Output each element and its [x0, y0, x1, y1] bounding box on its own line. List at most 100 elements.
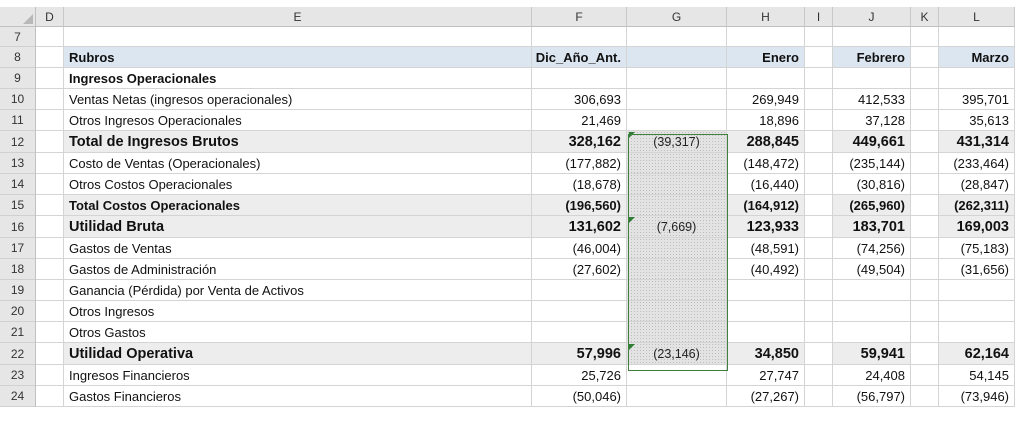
cell-i11[interactable] — [805, 110, 833, 131]
cell-k23[interactable] — [911, 365, 939, 386]
cell-g7[interactable] — [627, 27, 727, 47]
cell-f20[interactable] — [532, 301, 627, 322]
cell-e19[interactable]: Ganancia (Pérdida) por Venta de Activos — [64, 280, 532, 301]
row-header-18[interactable]: 18 — [0, 259, 36, 280]
cell-h8[interactable]: Enero — [727, 47, 805, 68]
cell-e14[interactable]: Otros Costos Operacionales — [64, 174, 532, 195]
column-header-j[interactable]: J — [833, 7, 911, 27]
cell-e7[interactable] — [64, 27, 532, 47]
cell-f14[interactable]: (18,678) — [532, 174, 627, 195]
cell-d7[interactable] — [36, 27, 64, 47]
cell-g21[interactable] — [627, 322, 727, 343]
cell-g20[interactable] — [627, 301, 727, 322]
cell-f13[interactable]: (177,882) — [532, 153, 627, 174]
cell-i13[interactable] — [805, 153, 833, 174]
cell-k10[interactable] — [911, 89, 939, 110]
cell-l9[interactable] — [939, 68, 1015, 89]
cell-l14[interactable]: (28,847) — [939, 174, 1015, 195]
cell-k8[interactable] — [911, 47, 939, 68]
cell-f9[interactable] — [532, 68, 627, 89]
cell-e15[interactable]: Total Costos Operacionales — [64, 195, 532, 216]
cell-f21[interactable] — [532, 322, 627, 343]
cell-j18[interactable]: (49,504) — [833, 259, 911, 280]
cell-i21[interactable] — [805, 322, 833, 343]
row-header-19[interactable]: 19 — [0, 280, 36, 301]
row-header-11[interactable]: 11 — [0, 110, 36, 131]
cell-l15[interactable]: (262,311) — [939, 195, 1015, 216]
cell-k21[interactable] — [911, 322, 939, 343]
cell-i15[interactable] — [805, 195, 833, 216]
cell-k17[interactable] — [911, 238, 939, 259]
cell-l16[interactable]: 169,003 — [939, 216, 1015, 238]
cell-i22[interactable] — [805, 343, 833, 365]
cell-h16[interactable]: 123,933 — [727, 216, 805, 238]
cell-h9[interactable] — [727, 68, 805, 89]
cell-j14[interactable]: (30,816) — [833, 174, 911, 195]
cell-j23[interactable]: 24,408 — [833, 365, 911, 386]
cell-f12[interactable]: 328,162 — [532, 131, 627, 153]
cell-e21[interactable]: Otros Gastos — [64, 322, 532, 343]
cell-f11[interactable]: 21,469 — [532, 110, 627, 131]
cell-j9[interactable] — [833, 68, 911, 89]
cell-k12[interactable] — [911, 131, 939, 153]
cell-i16[interactable] — [805, 216, 833, 238]
cell-g11[interactable] — [627, 110, 727, 131]
cell-f17[interactable]: (46,004) — [532, 238, 627, 259]
cell-l20[interactable] — [939, 301, 1015, 322]
column-header-f[interactable]: F — [532, 7, 627, 27]
row-header-10[interactable]: 10 — [0, 89, 36, 110]
row-header-14[interactable]: 14 — [0, 174, 36, 195]
cell-d12[interactable] — [36, 131, 64, 153]
cell-e24[interactable]: Gastos Financieros — [64, 386, 532, 407]
cell-d17[interactable] — [36, 238, 64, 259]
cell-e18[interactable]: Gastos de Administración — [64, 259, 532, 280]
cell-i24[interactable] — [805, 386, 833, 407]
select-all-corner[interactable] — [0, 7, 36, 27]
cell-d18[interactable] — [36, 259, 64, 280]
cell-j11[interactable]: 37,128 — [833, 110, 911, 131]
cell-f10[interactable]: 306,693 — [532, 89, 627, 110]
cell-k14[interactable] — [911, 174, 939, 195]
cell-i12[interactable] — [805, 131, 833, 153]
row-header-16[interactable]: 16 — [0, 216, 36, 238]
cell-g16[interactable]: (7,669) — [627, 216, 727, 238]
cell-f23[interactable]: 25,726 — [532, 365, 627, 386]
cell-k18[interactable] — [911, 259, 939, 280]
cell-i8[interactable] — [805, 47, 833, 68]
cell-k15[interactable] — [911, 195, 939, 216]
cell-h22[interactable]: 34,850 — [727, 343, 805, 365]
cell-h13[interactable]: (148,472) — [727, 153, 805, 174]
column-header-d[interactable]: D — [36, 7, 64, 27]
cell-l24[interactable]: (73,946) — [939, 386, 1015, 407]
cell-d24[interactable] — [36, 386, 64, 407]
cell-i14[interactable] — [805, 174, 833, 195]
cell-k20[interactable] — [911, 301, 939, 322]
cell-h24[interactable]: (27,267) — [727, 386, 805, 407]
cell-k9[interactable] — [911, 68, 939, 89]
cell-h21[interactable] — [727, 322, 805, 343]
cell-e23[interactable]: Ingresos Financieros — [64, 365, 532, 386]
cell-j21[interactable] — [833, 322, 911, 343]
cell-h17[interactable]: (48,591) — [727, 238, 805, 259]
cell-f22[interactable]: 57,996 — [532, 343, 627, 365]
cell-j16[interactable]: 183,701 — [833, 216, 911, 238]
cell-f18[interactable]: (27,602) — [532, 259, 627, 280]
cell-i7[interactable] — [805, 27, 833, 47]
cell-l22[interactable]: 62,164 — [939, 343, 1015, 365]
column-header-i[interactable]: I — [805, 7, 833, 27]
cell-g8[interactable] — [627, 47, 727, 68]
cell-j19[interactable] — [833, 280, 911, 301]
cell-h10[interactable]: 269,949 — [727, 89, 805, 110]
cell-j20[interactable] — [833, 301, 911, 322]
cell-k13[interactable] — [911, 153, 939, 174]
cell-f7[interactable] — [532, 27, 627, 47]
cell-k19[interactable] — [911, 280, 939, 301]
comment-indicator-icon[interactable] — [629, 217, 635, 223]
cell-e10[interactable]: Ventas Netas (ingresos operacionales) — [64, 89, 532, 110]
column-header-k[interactable]: K — [911, 7, 939, 27]
cell-l8[interactable]: Marzo — [939, 47, 1015, 68]
cell-d21[interactable] — [36, 322, 64, 343]
column-header-l[interactable]: L — [939, 7, 1015, 27]
cell-h18[interactable]: (40,492) — [727, 259, 805, 280]
cell-j24[interactable]: (56,797) — [833, 386, 911, 407]
